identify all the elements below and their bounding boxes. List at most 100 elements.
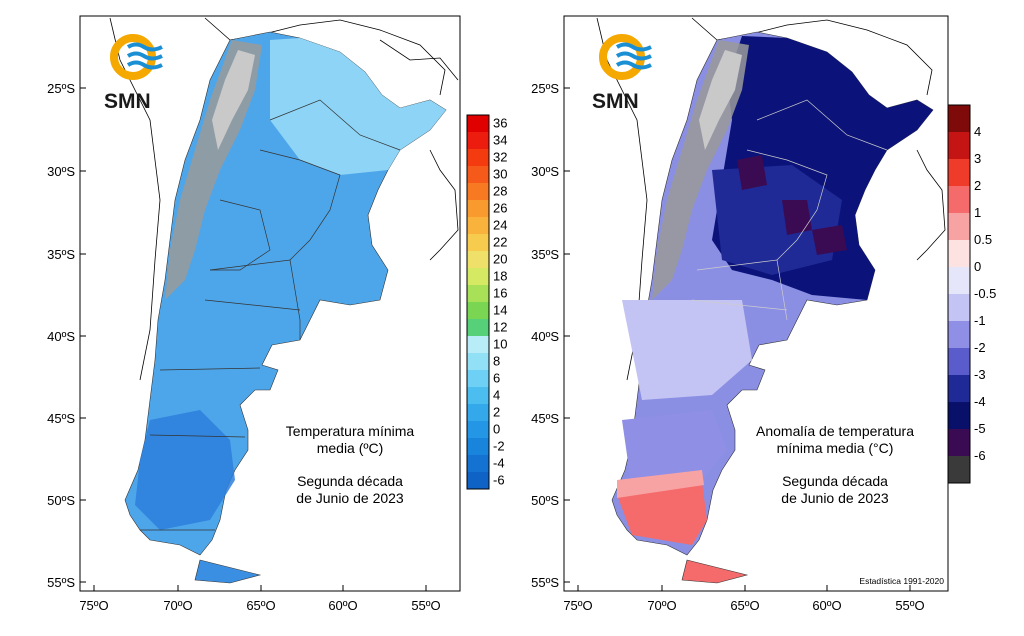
lon-label: 60ºO: [328, 598, 357, 613]
colorbar-label: 1: [974, 205, 981, 220]
lat-label: 45ºS: [531, 411, 559, 426]
map-period-line2: de Junio de 2023: [781, 490, 889, 506]
colorbar-label: 4: [493, 388, 500, 403]
colorbar-label: -2: [974, 340, 986, 355]
lat-label: 50ºS: [531, 493, 559, 508]
colorbar-swatch: [467, 438, 489, 455]
colorbar-label: 16: [493, 286, 507, 301]
colorbar-label: 4: [974, 124, 981, 139]
colorbar-swatch: [467, 302, 489, 319]
map-period-line2: de Junio de 2023: [296, 490, 404, 506]
colorbar-swatch: [948, 429, 970, 456]
argentina-map: [124, 31, 447, 584]
colorbar-swatch: [948, 159, 970, 186]
colorbar-label: 2: [493, 405, 500, 420]
colorbar-label: 26: [493, 201, 507, 216]
anomaly-map: SMN 25ºS 30ºS 35ºS 40ºS 45ºS 50ºS 55ºS 7…: [531, 15, 996, 613]
colorbar-swatch: [467, 234, 489, 251]
colorbar-swatch: [467, 472, 489, 489]
colorbar-swatch: [948, 213, 970, 240]
colorbar-label: -1: [974, 313, 986, 328]
anomaly-colorbar: 4 3 2 1 0.5 0 -0.5 -1 -2 -3 -4 -5 -6: [947, 104, 996, 484]
statistics-note: Estadística 1991-2020: [859, 576, 944, 586]
lat-label: 35ºS: [531, 247, 559, 262]
colorbar-swatch: [467, 166, 489, 183]
colorbar-label: -5: [974, 421, 986, 436]
colorbar-label: 8: [493, 354, 500, 369]
map-frame: [79, 15, 461, 592]
colorbar-swatch: [948, 456, 970, 483]
colorbar-label: 22: [493, 235, 507, 250]
colorbar-label: 6: [493, 371, 500, 386]
lat-label: 55ºS: [531, 575, 559, 590]
colorbar-swatch: [948, 132, 970, 159]
colorbar-label: 12: [493, 320, 507, 335]
colorbar-swatch: [467, 387, 489, 404]
colorbar-swatch: [467, 200, 489, 217]
map-period-line1: Segunda década: [782, 473, 888, 489]
colorbar-swatch: [467, 251, 489, 268]
colorbar-label: -6: [493, 473, 505, 488]
colorbar-swatch: [948, 375, 970, 402]
argentina-anomaly-map: [611, 31, 934, 584]
colorbar-label: 14: [493, 303, 507, 318]
map-title-line1: Temperatura mínima: [286, 423, 415, 439]
colorbar-swatch: [948, 240, 970, 267]
colorbar-swatch: [467, 132, 489, 149]
lat-label: 40ºS: [531, 329, 559, 344]
logo-waves-icon: [126, 42, 163, 70]
colorbar-label: 18: [493, 269, 507, 284]
latitude-labels: 25ºS 30ºS 35ºS 40ºS 45ºS 50ºS 55ºS: [47, 81, 75, 590]
lat-label: 50ºS: [47, 493, 75, 508]
lat-label: 45ºS: [47, 411, 75, 426]
min-temp-map: SMN 25ºS 30ºS 35ºS 40ºS 45ºS 50ºS 55ºS 7…: [47, 15, 507, 613]
colorbar-swatch: [948, 105, 970, 132]
colorbar-label: 36: [493, 116, 507, 131]
lat-label: 25ºS: [531, 81, 559, 96]
map-description: Temperatura mínima media (ºC) Segunda dé…: [286, 423, 415, 506]
colorbar-swatch: [948, 186, 970, 213]
colorbar-label: -3: [974, 367, 986, 382]
colorbar-label: -0.5: [974, 286, 996, 301]
colorbar-label: -4: [974, 394, 986, 409]
colorbar-label: -2: [493, 439, 505, 454]
colorbar-swatch: [467, 404, 489, 421]
latitude-labels: 25ºS 30ºS 35ºS 40ºS 45ºS 50ºS 55ºS: [531, 81, 559, 590]
longitude-labels: 75ºO 70ºO 65ºO 60ºO 55ºO: [563, 598, 924, 613]
map-description: Anomalía de temperatura mínima media (°C…: [756, 423, 944, 586]
colorbar-label: 0: [974, 259, 981, 274]
lat-label: 30ºS: [531, 164, 559, 179]
colorbar-swatch: [467, 421, 489, 438]
colorbar-label: 20: [493, 252, 507, 267]
colorbar-label: -4: [493, 456, 505, 471]
colorbar-swatch: [948, 294, 970, 321]
lat-label: 40ºS: [47, 329, 75, 344]
colorbar-label: 34: [493, 133, 507, 148]
anomaly-map-panel: SMN 25ºS 30ºS 35ºS 40ºS 45ºS 50ºS 55ºS 7…: [512, 0, 1024, 631]
colorbar-label: 28: [493, 184, 507, 199]
map-period-line1: Segunda década: [297, 473, 403, 489]
axis-ticks: [80, 87, 427, 591]
colorbar-swatch: [948, 348, 970, 375]
colorbar-swatch: [467, 455, 489, 472]
logo-text: SMN: [592, 90, 639, 113]
colorbar-swatch: [948, 321, 970, 348]
smn-logo: SMN: [104, 34, 163, 113]
lon-label: 55ºO: [895, 598, 924, 613]
lon-label: 70ºO: [647, 598, 676, 613]
colorbar-swatch: [467, 149, 489, 166]
colorbar-swatch: [467, 319, 489, 336]
axis-ticks: [564, 87, 911, 591]
colorbar-swatch: [467, 336, 489, 353]
colorbar-swatch: [467, 268, 489, 285]
colorbar-swatch: [948, 267, 970, 294]
colorbar-label: 2: [974, 178, 981, 193]
colorbar-frame: [947, 104, 971, 484]
colorbar-label: -6: [974, 448, 986, 463]
lat-label: 55ºS: [47, 575, 75, 590]
min-temp-map-panel: SMN 25ºS 30ºS 35ºS 40ºS 45ºS 50ºS 55ºS 7…: [0, 0, 512, 631]
lon-label: 75ºO: [563, 598, 592, 613]
map-title-line2: mínima media (°C): [777, 440, 894, 456]
lon-label: 75ºO: [79, 598, 108, 613]
